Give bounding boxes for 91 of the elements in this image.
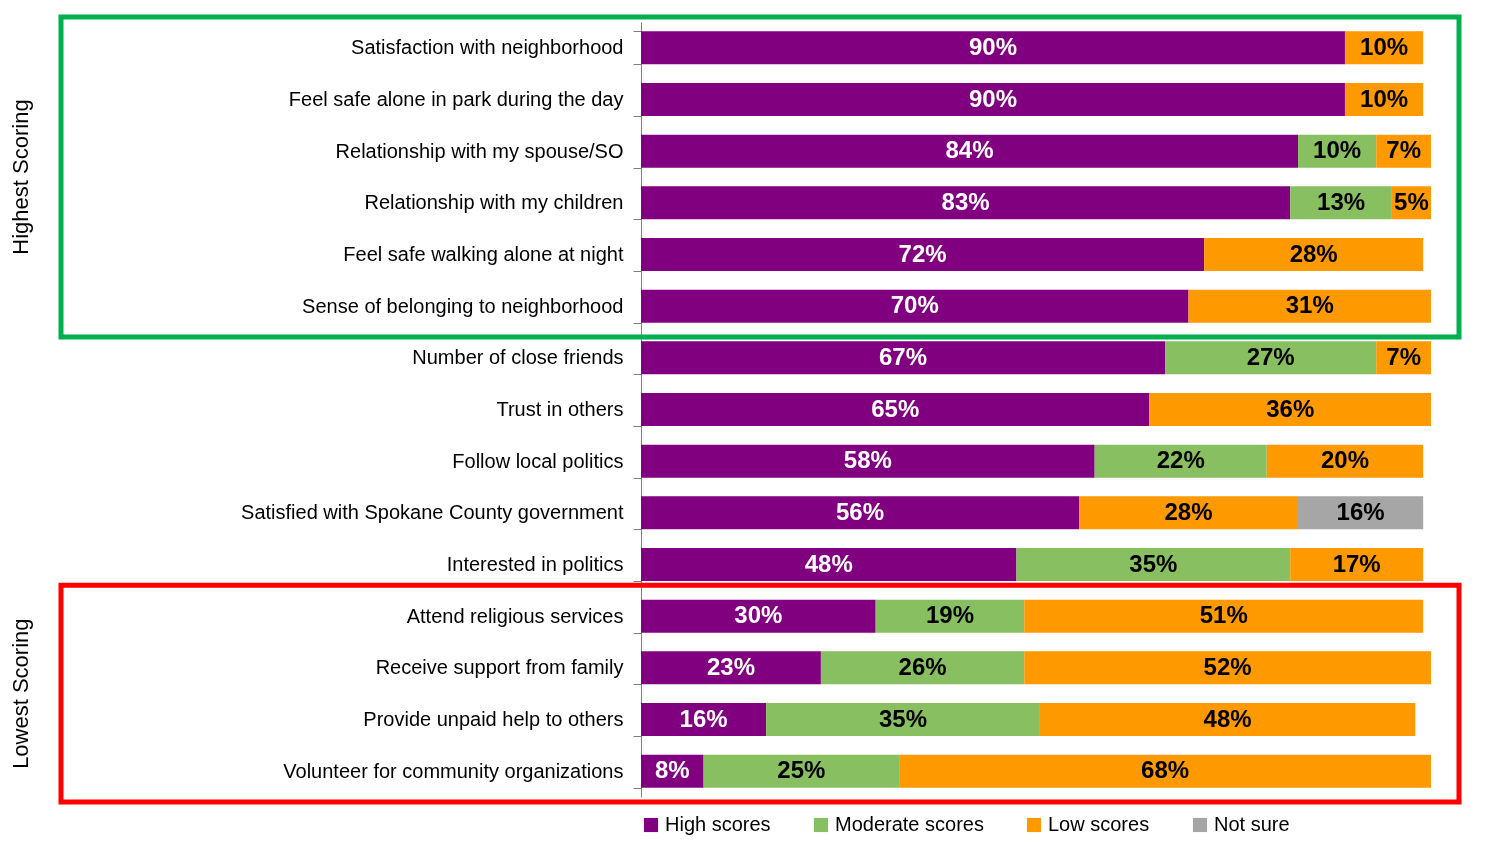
bar: [641, 496, 1080, 530]
bar: [641, 341, 1166, 375]
data-label: 72%: [898, 239, 947, 267]
y-tick-label: Relationship with my spouse/SO: [335, 139, 624, 162]
legend-label: Low scores: [1048, 813, 1150, 835]
bar: [641, 186, 1291, 220]
data-label: 48%: [1203, 704, 1252, 732]
data-label: 25%: [777, 756, 826, 784]
y-tick-label: Provide unpaid help to others: [363, 708, 624, 730]
y-tick-label: Sense of belonging to neighborhood: [302, 294, 624, 317]
data-label: 35%: [879, 704, 928, 732]
bar: [1188, 289, 1431, 323]
text: Highest Scoring: [8, 99, 33, 255]
bar: [641, 134, 1299, 168]
data-label: 56%: [835, 497, 885, 525]
data-label: 23%: [706, 652, 755, 680]
y-tick-label: Number of close friends: [412, 346, 624, 369]
data-label: 16%: [1336, 497, 1385, 525]
data-label: 65%: [871, 394, 920, 422]
bar: [1039, 702, 1416, 737]
bar: [1079, 496, 1299, 530]
bar: [641, 547, 1017, 582]
bar: [703, 754, 900, 788]
bar: [1016, 547, 1291, 582]
bar: [875, 599, 1025, 633]
data-label: 8%: [654, 756, 690, 784]
data-label: 28%: [1164, 497, 1213, 525]
bar: [1094, 444, 1267, 478]
y-tick-label: Interested in politics: [446, 553, 624, 575]
bar: [641, 289, 1189, 323]
data-label: 58%: [843, 446, 892, 474]
text: Lowest Scoring: [8, 618, 33, 769]
data-label: 26%: [898, 652, 947, 680]
data-label: 52%: [1203, 652, 1252, 680]
data-label: 16%: [679, 704, 728, 732]
data-label: 67%: [879, 342, 928, 370]
bar: [766, 702, 1040, 737]
y-tick-label: Satisfied with Spokane County government: [241, 501, 624, 524]
data-label: 83%: [941, 187, 990, 215]
data-label: 35%: [1129, 549, 1178, 577]
bar: [641, 599, 876, 633]
bar: [1290, 547, 1424, 582]
bar: [820, 651, 1025, 685]
data-label: 28%: [1289, 239, 1338, 267]
data-label: 70%: [890, 291, 939, 319]
bar: [1266, 444, 1424, 478]
legend-label: High scores: [665, 813, 771, 835]
bar: [1165, 341, 1377, 375]
data-label: 7%: [1386, 342, 1421, 370]
data-label: 90%: [968, 32, 1017, 60]
data-label: 27%: [1246, 342, 1295, 370]
y-tick-label: Follow local politics: [452, 449, 624, 472]
data-label: 90%: [968, 84, 1017, 112]
data-label: 51%: [1199, 601, 1248, 629]
data-label: 36%: [1266, 394, 1315, 422]
bar: [641, 651, 821, 685]
data-label: 68%: [1141, 756, 1190, 784]
data-label: 84%: [945, 136, 994, 164]
legend-label: Not sure: [1214, 813, 1290, 835]
bar: [1204, 237, 1424, 272]
bar: [641, 31, 1345, 65]
y-tick-label: Attend religious services: [406, 604, 624, 627]
data-label: 10%: [1360, 84, 1409, 112]
legend-label: Moderate scores: [835, 813, 984, 835]
bar: [641, 237, 1205, 272]
bar: [1024, 599, 1424, 633]
bar: [641, 444, 1095, 478]
data-label: 31%: [1285, 291, 1334, 319]
data-label: 13%: [1317, 187, 1366, 215]
data-label: 17%: [1332, 549, 1381, 577]
y-tick-label: Volunteer for community organizations: [283, 759, 624, 782]
data-label: 7%: [1386, 136, 1421, 164]
bar: [641, 82, 1345, 117]
y-tick-label: Satisfaction with neighborhood: [351, 36, 624, 59]
bar: [899, 754, 1431, 788]
y-tick-label: Feel safe walking alone at night: [343, 243, 624, 265]
bar: [1149, 392, 1431, 427]
data-label: 48%: [804, 549, 853, 577]
data-label: 10%: [1360, 32, 1409, 60]
bar: [641, 392, 1150, 427]
data-label: 10%: [1313, 136, 1362, 164]
y-tick-label: Relationship with my children: [364, 191, 624, 214]
data-label: 5%: [1394, 187, 1429, 215]
y-tick-label: Receive support from family: [375, 656, 624, 679]
data-label: 22%: [1156, 446, 1205, 474]
data-label: 20%: [1320, 446, 1369, 474]
bar: [1024, 651, 1431, 685]
y-tick-label: Feel safe alone in park during the day: [288, 88, 624, 110]
y-tick-label: Trust in others: [496, 398, 624, 420]
data-label: 30%: [734, 601, 783, 629]
data-label: 19%: [925, 601, 974, 629]
